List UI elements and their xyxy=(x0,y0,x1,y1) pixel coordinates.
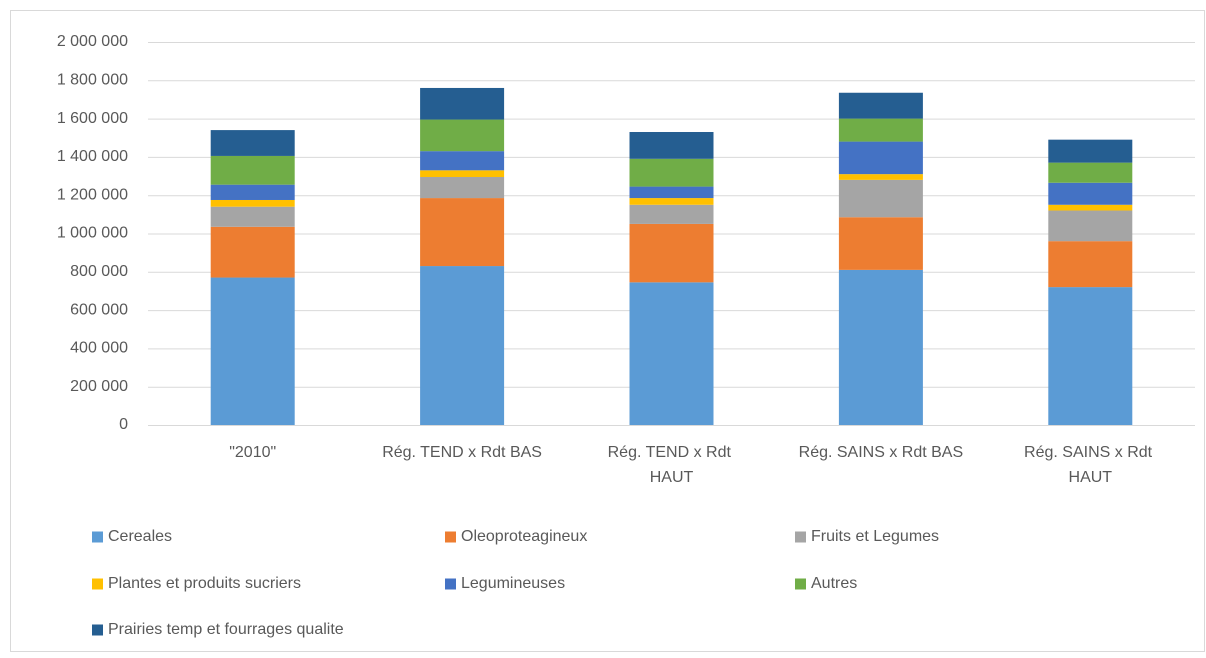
bar-segment xyxy=(1048,162,1133,183)
bar-segment xyxy=(210,130,295,156)
bar-segment xyxy=(420,151,505,171)
y-tick-label: 600 000 xyxy=(70,301,128,318)
y-tick-label: 1 200 000 xyxy=(57,186,128,203)
y-tick-label: 2 000 000 xyxy=(57,33,128,50)
bar-segment xyxy=(629,223,714,283)
bar-segment xyxy=(838,118,923,142)
x-tick-label: Rég. SAINS x Rdt HAUT xyxy=(1024,444,1157,486)
bar-segment xyxy=(838,217,923,270)
y-tick-label: 800 000 xyxy=(70,263,128,280)
legend-label: Fruits et Legumes xyxy=(811,528,939,545)
y-tick-label: 400 000 xyxy=(70,340,128,357)
y-tick-label: 1 000 000 xyxy=(57,225,128,242)
bar-segment xyxy=(210,184,295,200)
bar-segment xyxy=(210,155,295,185)
x-tick-label: Rég. TEND x Rdt BAS xyxy=(382,444,542,461)
bar-segment xyxy=(420,87,505,120)
y-tick-label: 0 xyxy=(119,416,128,433)
legend-label: Oleoproteagineux xyxy=(461,528,587,545)
legend-swatch xyxy=(445,531,456,543)
bar-segment xyxy=(1048,204,1133,211)
bar-segment xyxy=(420,170,505,178)
legend-label: Legumineuses xyxy=(461,575,565,592)
bar-segment xyxy=(210,199,295,207)
bar-segment xyxy=(1048,210,1133,242)
bar-segment xyxy=(838,92,923,119)
bar-segment xyxy=(838,269,923,425)
bar-segment xyxy=(210,206,295,227)
bar-segment xyxy=(210,226,295,278)
bar-segment xyxy=(420,198,505,267)
legend-label: Plantes et produits sucriers xyxy=(108,575,301,592)
y-tick-label: 200 000 xyxy=(70,378,128,395)
bar-segment xyxy=(420,177,505,199)
bar-segment xyxy=(629,158,714,187)
bar-segment xyxy=(838,179,923,218)
legend-swatch xyxy=(92,578,103,590)
legend-label: Autres xyxy=(811,575,857,592)
legend-swatch xyxy=(795,578,806,590)
bar-segment xyxy=(838,141,923,175)
bar-segment xyxy=(420,119,505,152)
legend-swatch xyxy=(795,531,806,543)
bar-segment xyxy=(629,132,714,159)
y-tick-label: 1 800 000 xyxy=(57,72,128,89)
legend-label: Prairies temp et fourrages qualite xyxy=(108,621,344,638)
legend-label: Cereales xyxy=(108,528,172,545)
x-tick-label: Rég. TEND x Rdt HAUT xyxy=(608,444,736,486)
bar-segment xyxy=(1048,182,1133,205)
x-tick-label: Rég. SAINS x Rdt BAS xyxy=(799,444,964,461)
x-tick-label: "2010" xyxy=(229,444,276,461)
chart-border xyxy=(10,10,1205,652)
bar-segment xyxy=(1048,241,1133,288)
legend-swatch xyxy=(92,531,103,543)
bar-segment xyxy=(1048,139,1133,163)
bar-segment xyxy=(629,282,714,425)
legend-swatch xyxy=(92,624,103,636)
bar-segment xyxy=(629,204,714,224)
bar-segment xyxy=(629,186,714,199)
bar-segment xyxy=(629,198,714,205)
bar-segment xyxy=(420,266,505,425)
legend-swatch xyxy=(445,578,456,590)
y-tick-label: 1 400 000 xyxy=(57,148,128,165)
y-tick-label: 1 600 000 xyxy=(57,110,128,127)
bar-segment xyxy=(210,277,295,425)
bar-segment xyxy=(1048,287,1133,425)
bar-segment xyxy=(838,174,923,180)
